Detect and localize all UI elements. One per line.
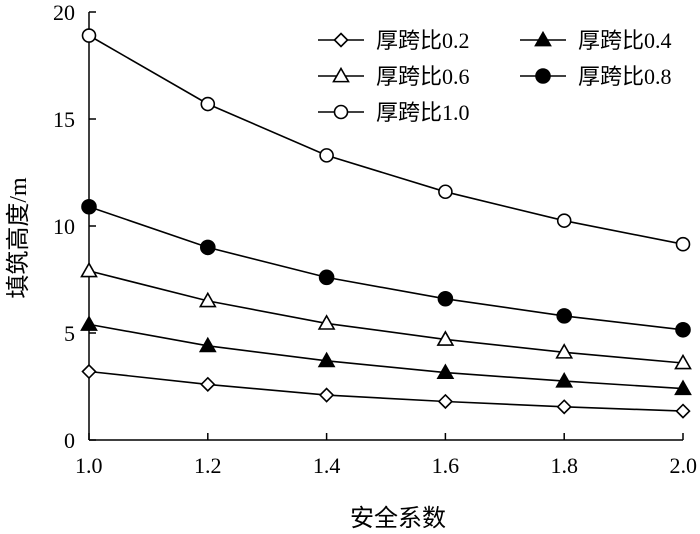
legend-entry: 厚跨比1.0 — [318, 100, 470, 125]
data-point — [436, 330, 455, 346]
data-point — [81, 363, 97, 380]
data-point — [437, 290, 454, 307]
x-tick-label: 1.4 — [313, 453, 341, 478]
legend-entry: 厚跨比0.6 — [318, 64, 470, 89]
x-tick-label: 1.6 — [432, 453, 460, 478]
y-tick-label: 20 — [53, 0, 75, 25]
legend-label: 厚跨比0.2 — [376, 28, 470, 53]
legend-label: 厚跨比1.0 — [376, 100, 470, 125]
legend-marker — [333, 104, 349, 120]
data-point — [198, 336, 217, 353]
data-point — [436, 363, 455, 380]
x-axis-title: 安全系数 — [350, 505, 446, 532]
x-tick-label: 1.8 — [550, 453, 578, 478]
data-point — [198, 291, 217, 308]
data-point — [318, 269, 335, 286]
x-tick-label: 2.0 — [670, 453, 698, 478]
data-point — [438, 184, 453, 200]
series-line — [88, 370, 684, 412]
data-point — [200, 96, 216, 112]
data-point — [200, 239, 216, 256]
legend-marker — [535, 68, 551, 84]
data-point — [319, 148, 334, 163]
x-tick-label: 1.0 — [75, 453, 103, 478]
series-line — [88, 323, 684, 390]
data-point — [318, 387, 335, 403]
series-line — [88, 34, 684, 245]
legend-label: 厚跨比0.4 — [578, 28, 672, 53]
series-5 — [81, 28, 691, 252]
data-point — [81, 198, 97, 215]
legend-marker — [534, 30, 552, 47]
x-tick-label: 1.2 — [194, 453, 222, 478]
data-point — [556, 399, 572, 415]
data-point — [80, 315, 98, 331]
y-tick-label: 15 — [53, 107, 75, 132]
legend-marker — [332, 66, 350, 83]
legend-entry: 厚跨比0.2 — [318, 28, 470, 53]
x-ticks: 1.0 1.2 1.4 1.6 1.8 2.0 — [75, 433, 697, 478]
data-point — [317, 351, 336, 368]
data-point — [674, 353, 692, 370]
series-line — [88, 205, 684, 331]
data-point — [675, 403, 691, 419]
plot-area: 0 5 10 15 20 1.0 1.2 1.4 1.6 1.8 2.0 — [53, 0, 697, 478]
legend-marker — [333, 32, 349, 48]
data-point — [80, 261, 98, 278]
data-point — [81, 28, 97, 43]
series-4 — [81, 198, 691, 338]
legend-entry: 厚跨比0.8 — [520, 64, 672, 89]
series-2 — [80, 315, 692, 396]
data-point — [674, 379, 692, 396]
legend-label: 厚跨比0.8 — [578, 64, 672, 89]
data-point — [317, 314, 336, 330]
data-point — [556, 213, 572, 228]
y-axis-title: 填筑高度/m — [5, 177, 32, 299]
data-point — [555, 372, 574, 388]
data-point — [556, 308, 573, 324]
legend-entry: 厚跨比0.4 — [520, 28, 672, 53]
series-layer — [80, 28, 692, 419]
series-line — [88, 270, 684, 364]
data-point — [675, 321, 691, 338]
series-3 — [80, 261, 692, 370]
data-point — [675, 236, 691, 252]
y-tick-label: 0 — [64, 428, 75, 453]
y-ticks: 0 5 10 15 20 — [53, 0, 96, 453]
legend-label: 厚跨比0.6 — [376, 64, 470, 89]
data-point — [200, 376, 216, 392]
y-tick-label: 5 — [64, 321, 75, 346]
data-point — [437, 393, 454, 410]
series-1 — [81, 363, 691, 419]
legend: 厚跨比0.2 厚跨比0.4 厚跨比0.6 厚跨比0.8 厚跨比1.0 — [318, 28, 672, 125]
y-tick-label: 10 — [53, 214, 75, 239]
data-point — [555, 343, 574, 359]
